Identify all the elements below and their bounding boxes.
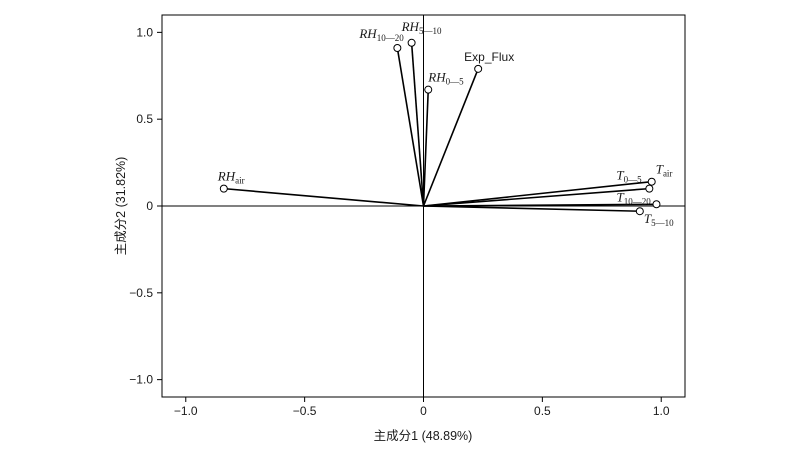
vector-label-exp-flux: Exp_Flux [464, 50, 514, 64]
vector-label-t-10-20: T10—20 [616, 189, 651, 206]
vector-line-rh-0-5 [422, 89, 430, 207]
vector-line-rh-5-10 [410, 42, 425, 207]
vector-line-rh-10-20 [396, 47, 425, 207]
vector-endpoint-exp-flux [474, 64, 483, 73]
vector-label-t-air: Tair [656, 162, 673, 179]
vector-endpoint-t-air [647, 177, 656, 186]
vector-label-rh-5-10: RH5—10 [401, 19, 442, 36]
vector-endpoint-t-5-10 [635, 207, 644, 216]
vector-line-rh-air [223, 187, 424, 207]
vector-label-t-0-5: T0—5 [616, 168, 642, 185]
vector-label-rh-0-5: RH0—5 [427, 70, 464, 87]
y-tick-label: 0.5 [136, 112, 153, 126]
x-tick-label: 0 [420, 404, 427, 418]
y-tick-label: 0 [146, 199, 153, 213]
vector-line-exp-flux [422, 68, 479, 207]
vector-line-t-0-5 [423, 187, 650, 207]
loading-vectors [219, 38, 661, 216]
vector-line-t-10-20 [423, 203, 657, 207]
vector-line-t-air [423, 180, 652, 207]
x-axis-ticks: −1.0 −0.5 0 0.5 1.0 [174, 397, 670, 418]
vector-label-rh-air: RHair [217, 169, 245, 186]
x-tick-label: 1.0 [653, 404, 670, 418]
y-tick-label: −1.0 [129, 373, 153, 387]
vector-endpoint-rh-10-20 [393, 43, 402, 52]
vector-endpoint-t-0-5 [645, 184, 654, 193]
vector-endpoint-rh-0-5 [424, 85, 433, 94]
y-axis-ticks: −1.0 −0.5 0 0.5 1.0 [129, 25, 162, 387]
x-axis-title: 主成分1 (48.89%) [374, 429, 473, 443]
x-tick-label: −0.5 [293, 404, 317, 418]
vector-line-t-5-10 [423, 205, 640, 213]
vector-endpoint-rh-5-10 [407, 38, 416, 47]
vector-label-rh-10-20: RH10—20 [358, 26, 404, 43]
y-tick-label: −0.5 [129, 286, 153, 300]
y-axis-title: 主成分2 (31.82%) [114, 157, 128, 256]
vector-endpoint-rh-air [219, 184, 228, 193]
vector-label-t-5-10: T5—10 [644, 211, 674, 228]
x-tick-label: 0.5 [534, 404, 551, 418]
y-tick-label: 1.0 [136, 25, 153, 39]
x-tick-label: −1.0 [174, 404, 198, 418]
vector-endpoint-t-10-20 [652, 200, 661, 209]
